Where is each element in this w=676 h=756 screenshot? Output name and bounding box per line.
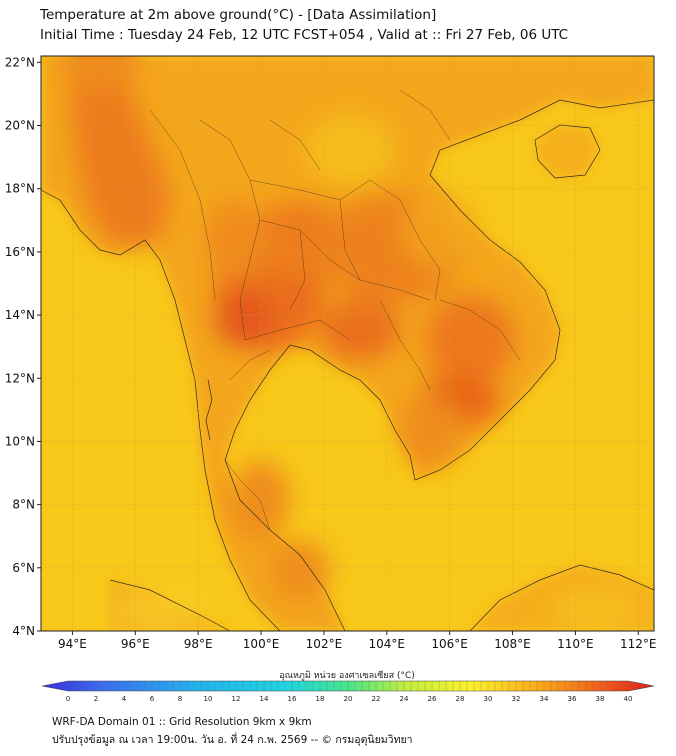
lat-tick-label: 12°N <box>5 371 35 385</box>
cool-spots <box>110 115 640 630</box>
lon-tick-label: 108°E <box>494 637 531 651</box>
footer-update-info: ปรับปรุงข้อมูล ณ เวลา 19:00น. วัน อ. ที่… <box>52 734 413 746</box>
colorbar-tick-label: 6 <box>150 695 155 703</box>
lat-tick-label: 14°N <box>5 308 35 322</box>
colorbar-tick-label: 36 <box>568 695 577 703</box>
colorbar-tick-label: 14 <box>260 695 269 703</box>
lat-tick-label: 20°N <box>5 119 35 133</box>
map-subtitle: Initial Time : Tuesday 24 Feb, 12 UTC FC… <box>40 27 569 43</box>
longitude-labels: 94°E 96°E 98°E 100°E 102°E 104°E 106°E 108°E 110… <box>58 631 657 651</box>
colorbar-tick-label: 28 <box>456 695 465 703</box>
colorbar-tick-label: 30 <box>484 695 493 703</box>
colorbar-tick-label: 16 <box>288 695 297 703</box>
colorbar-tick-label: 4 <box>122 695 127 703</box>
lat-tick-label: 6°N <box>12 561 35 575</box>
colorbar-tick-label: 8 <box>178 695 182 703</box>
colorbar-tick-label: 12 <box>232 695 241 703</box>
coastlines <box>41 99 654 631</box>
colorbar-tick-label: 10 <box>204 695 213 703</box>
colorbar-tick-label: 26 <box>428 695 437 703</box>
colorbar-label: อุณหภูมิ หน่วย องศาเซลเซียส (°C) <box>279 670 415 681</box>
lat-tick-label: 10°N <box>5 434 35 448</box>
footer-grid-info: WRF-DA Domain 01 :: Grid Resolution 9km … <box>52 716 312 728</box>
lon-tick-label: 94°E <box>58 637 87 651</box>
colorbar-tick-label: 20 <box>344 695 353 703</box>
province-borders <box>149 89 521 531</box>
colorbar-tick-label: 2 <box>94 695 98 703</box>
lat-tick-label: 18°N <box>5 182 35 196</box>
colorbar-tick-label: 40 <box>624 695 633 703</box>
colorbar-tick-label: 0 <box>66 695 70 703</box>
colorbar-tick-label: 38 <box>596 695 605 703</box>
lon-tick-label: 98°E <box>184 637 213 651</box>
colorbar-tick-label: 34 <box>540 695 549 703</box>
colorbar-tick-label: 22 <box>372 695 381 703</box>
lat-tick-label: 16°N <box>5 245 35 259</box>
latitude-labels: 22°N 20°N 18°N 16°N 14°N 12°N 10°N 8°N 6°N 4°N <box>5 55 41 638</box>
colorbar: อุณหภูมิ หน่วย องศาเซลเซียส (°C) 0 2 4 6 8 10… <box>41 670 655 703</box>
lat-tick-label: 22°N <box>5 55 35 69</box>
colorbar-tick-label: 18 <box>316 695 325 703</box>
lon-tick-label: 110°E <box>557 637 594 651</box>
lat-tick-label: 8°N <box>12 498 35 512</box>
colorbar-tick-label: 32 <box>512 695 521 703</box>
map-frame <box>40 55 655 632</box>
lon-tick-label: 96°E <box>121 637 150 651</box>
lon-tick-label: 102°E <box>306 637 343 651</box>
temperature-field <box>41 56 654 631</box>
lon-tick-label: 112°E <box>620 637 657 651</box>
colorbar-tick-label: 24 <box>400 695 409 703</box>
lat-tick-label: 4°N <box>12 624 35 638</box>
lon-tick-label: 104°E <box>369 637 406 651</box>
lon-tick-label: 100°E <box>243 637 280 651</box>
lon-tick-label: 106°E <box>431 637 468 651</box>
map-title: Temperature at 2m above ground(°C) - [Da… <box>40 7 437 23</box>
map-figure: 94°E 96°E 98°E 100°E 102°E 104°E 106°E 108°E 110… <box>5 55 657 703</box>
